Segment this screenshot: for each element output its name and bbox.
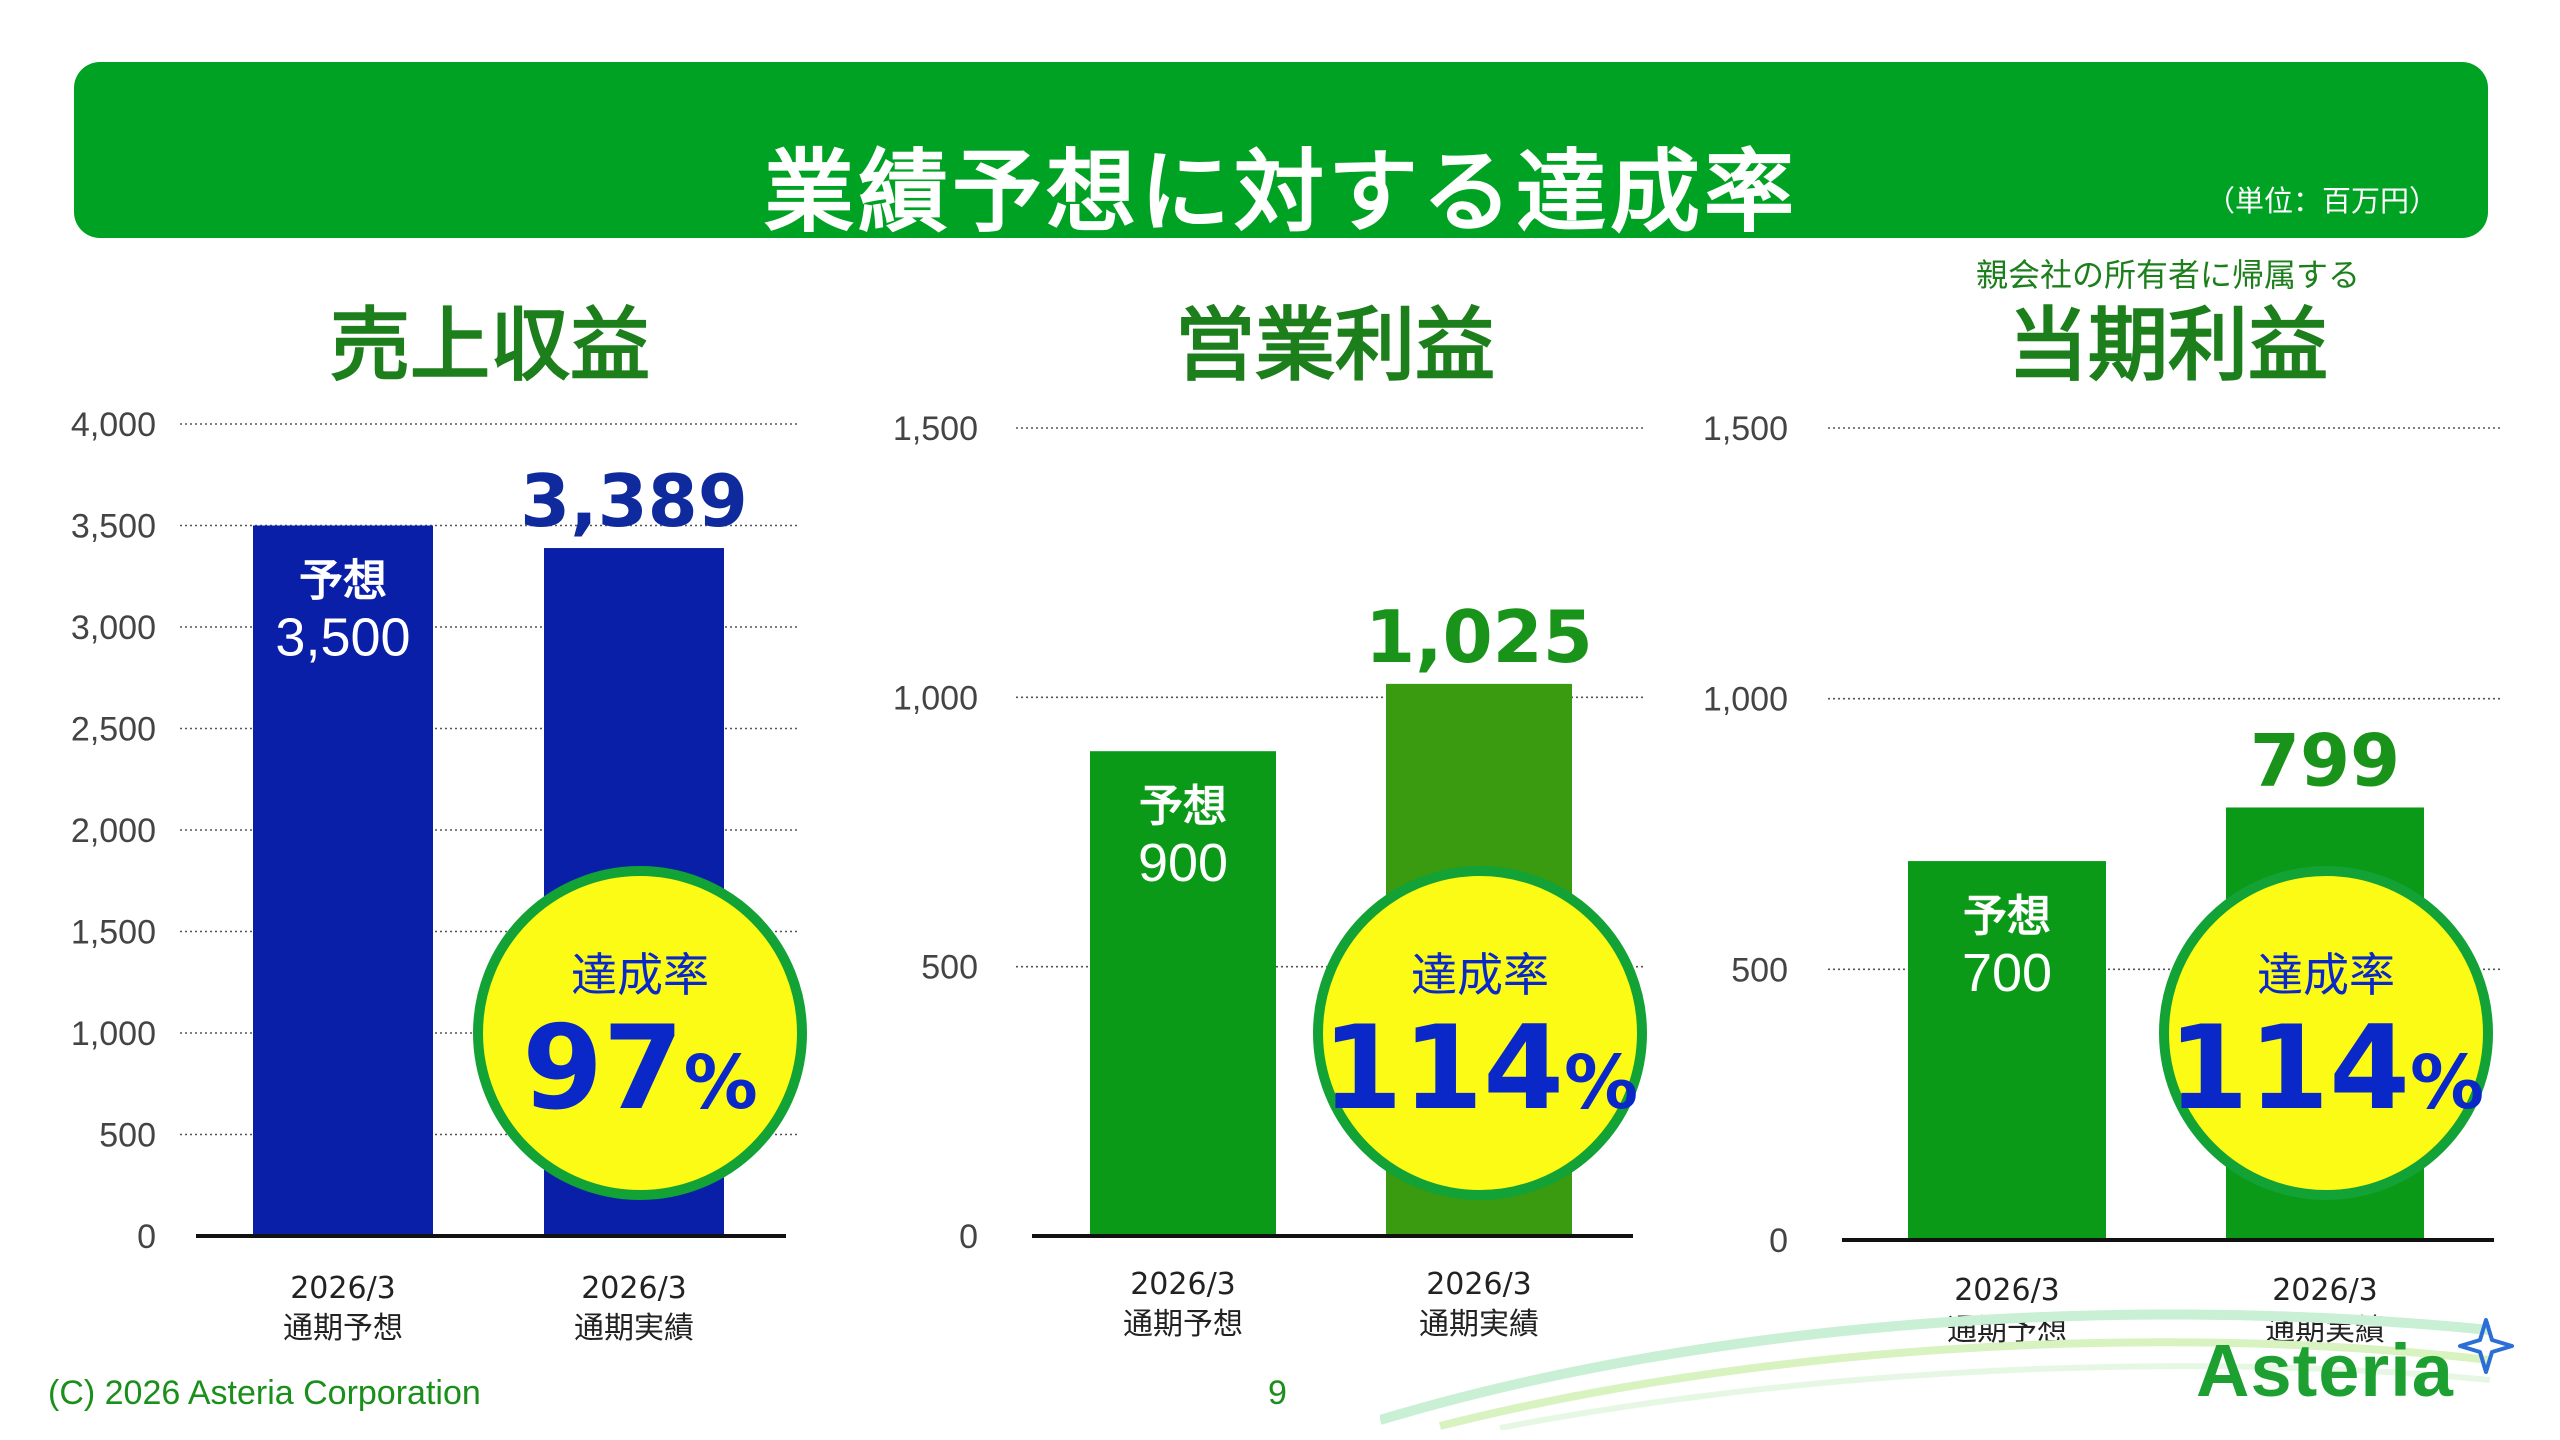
- revenue-forecast-label: 予想: [299, 556, 387, 607]
- netprofit-ytick-label: 500: [1731, 951, 1788, 989]
- revenue-ytick-label: 2,000: [71, 812, 156, 850]
- revenue-ytick-label: 4,000: [71, 406, 156, 444]
- revenue-achievement-unit: %: [684, 1040, 758, 1126]
- operating-achievement-number: 114: [1322, 1001, 1564, 1136]
- unit-label: （単位：百万円）: [2205, 184, 2438, 218]
- netprofit-forecast-value-label: 700: [1962, 943, 2052, 1003]
- revenue-ytick-label: 0: [137, 1218, 156, 1256]
- page-number: 9: [1268, 1374, 1287, 1412]
- logo-star-icon: [2458, 1318, 2514, 1374]
- netprofit-ytick-label: 0: [1769, 1222, 1788, 1260]
- netprofit-category-label: 2026/3: [2272, 1273, 2378, 1308]
- chart-3-title: 当期利益: [2008, 299, 2328, 392]
- copyright-text: (C) 2026 Asteria Corporation: [48, 1374, 481, 1412]
- revenue-ytick-label: 3,000: [71, 609, 156, 647]
- netprofit-bar-forecast: [1908, 861, 2106, 1240]
- revenue-forecast-value-label: 3,500: [275, 608, 410, 668]
- revenue-category-label: 通期実績: [574, 1311, 694, 1346]
- netprofit-achievement-badge: [2159, 866, 2493, 1200]
- revenue-ytick-label: 3,500: [71, 508, 156, 546]
- operating-achievement-value: 114%: [1322, 1001, 1638, 1136]
- chart-2-title: 営業利益: [1175, 299, 1495, 392]
- operating-category-label: 通期予想: [1123, 1307, 1243, 1342]
- operating-achievement-unit: %: [1564, 1040, 1638, 1126]
- operating-actual-value-label: 1,025: [1365, 595, 1593, 679]
- operating-achievement-label: 達成率: [1411, 948, 1549, 1002]
- revenue-category-label: 通期予想: [283, 1311, 403, 1346]
- revenue-actual-value-label: 3,389: [520, 459, 748, 543]
- operating-category-label: 2026/3: [1426, 1267, 1532, 1302]
- revenue-ytick-label: 1,000: [71, 1015, 156, 1053]
- page-title: 業績予想に対する達成率: [764, 140, 1798, 245]
- netprofit-achievement-number: 114: [2168, 1001, 2410, 1136]
- revenue-ytick-label: 500: [99, 1117, 156, 1155]
- operating-bar-forecast: [1090, 751, 1276, 1236]
- operating-forecast-value-label: 900: [1138, 833, 1228, 893]
- operating-ytick-label: 500: [921, 949, 978, 987]
- operating-achievement-badge: [1313, 866, 1647, 1200]
- netprofit-achievement-value: 114%: [2168, 1001, 2484, 1136]
- operating-category-label: 2026/3: [1130, 1267, 1236, 1302]
- chart-3-note: 親会社の所有者に帰属する: [1975, 256, 2361, 294]
- operating-forecast-label: 予想: [1139, 781, 1227, 832]
- company-logo: Asteria: [2196, 1329, 2454, 1412]
- revenue-ytick-label: 2,500: [71, 711, 156, 749]
- chart-1-title: 売上収益: [330, 299, 650, 392]
- netprofit-achievement-label: 達成率: [2257, 948, 2395, 1002]
- revenue-category-label: 2026/3: [581, 1271, 687, 1306]
- netprofit-ytick-label: 1,000: [1703, 681, 1788, 719]
- netprofit-category-label: 2026/3: [1954, 1273, 2060, 1308]
- revenue-category-label: 2026/3: [290, 1271, 396, 1306]
- operating-category-label: 通期実績: [1419, 1307, 1539, 1342]
- netprofit-ytick-label: 1,500: [1703, 410, 1788, 448]
- revenue-bar-forecast: [253, 525, 433, 1236]
- revenue-achievement-value: 97%: [522, 1001, 758, 1136]
- revenue-achievement-label: 達成率: [571, 948, 709, 1002]
- revenue-achievement-badge: [473, 866, 807, 1200]
- netprofit-achievement-unit: %: [2410, 1040, 2484, 1126]
- operating-ytick-label: 1,500: [893, 410, 978, 448]
- decorative-swoosh: [1380, 1309, 2491, 1430]
- operating-ytick-label: 0: [959, 1218, 978, 1256]
- title-banner: 業績予想に対する達成率 （単位：百万円）: [74, 62, 2488, 238]
- revenue-ytick-label: 1,500: [71, 914, 156, 952]
- revenue-achievement-number: 97: [522, 1001, 683, 1136]
- netprofit-actual-value-label: 799: [2250, 718, 2400, 802]
- operating-ytick-label: 1,000: [893, 679, 978, 717]
- netprofit-forecast-label: 予想: [1963, 891, 2051, 942]
